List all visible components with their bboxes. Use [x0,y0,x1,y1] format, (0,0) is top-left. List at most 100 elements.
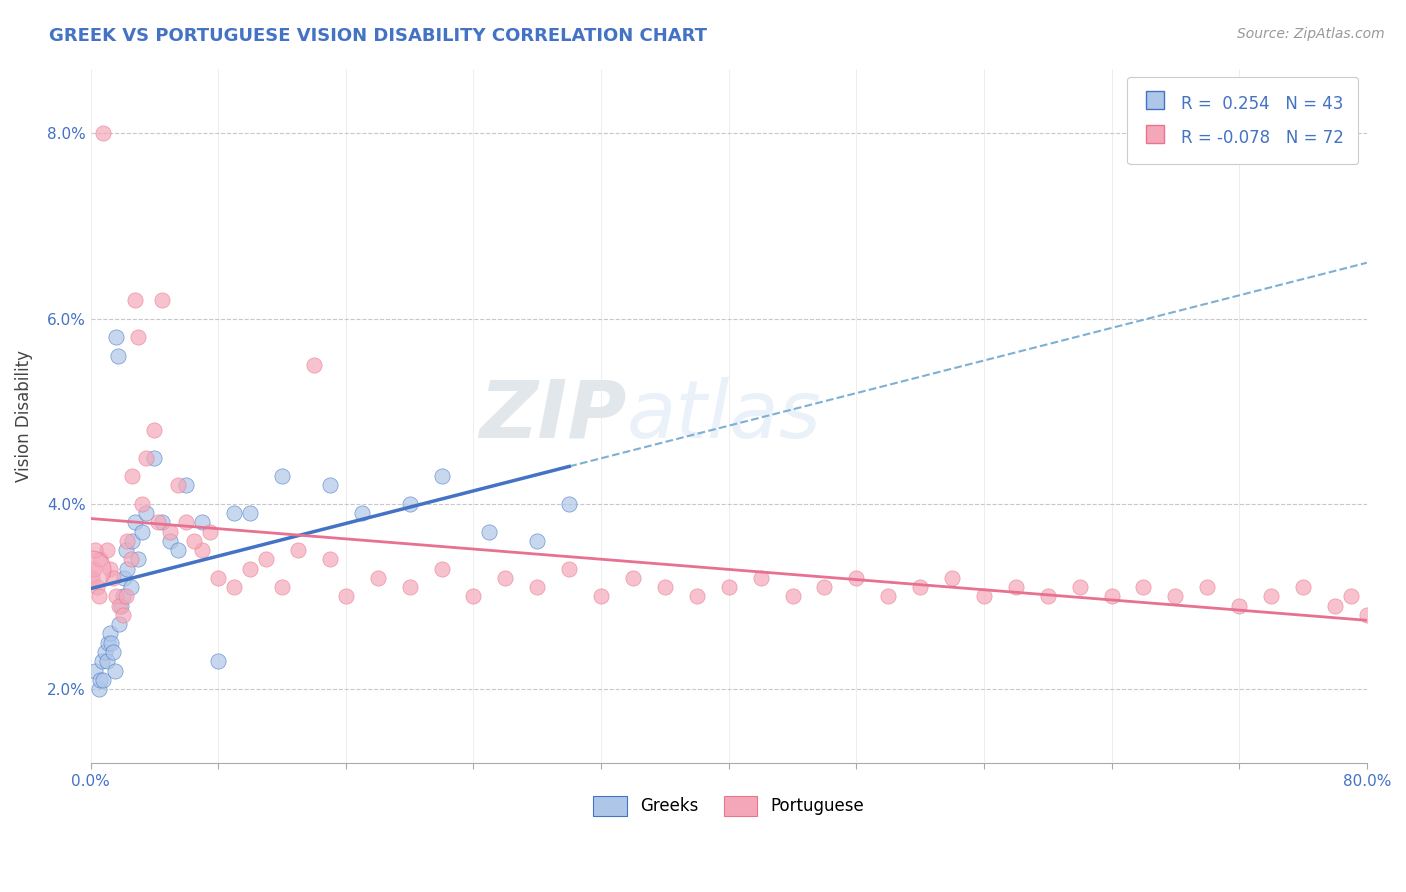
Point [114,543,136,558]
Point [135,506,157,520]
Point [127,552,149,566]
Point [398,497,420,511]
Point [96,543,118,558]
Point [287,543,309,558]
Point [167,478,190,492]
Point [93,126,115,140]
Point [96,654,118,668]
Point [131,524,153,539]
Point [1069,580,1091,594]
Text: atlas: atlas [627,376,821,455]
Text: Source: ZipAtlas.com: Source: ZipAtlas.com [1237,27,1385,41]
Point [143,450,166,465]
Point [183,533,205,548]
Point [813,580,835,594]
Point [398,580,420,594]
Point [87,590,110,604]
Point [108,599,131,613]
Point [152,293,174,307]
Point [239,561,262,575]
Point [1260,590,1282,604]
Point [103,664,125,678]
Point [367,571,389,585]
Point [152,516,174,530]
Point [526,580,548,594]
Text: GREEK VS PORTUGUESE VISION DISABILITY CORRELATION CHART: GREEK VS PORTUGUESE VISION DISABILITY CO… [49,27,707,45]
Point [101,645,124,659]
Point [135,450,157,465]
Point [319,552,342,566]
Point [105,330,128,344]
Point [89,552,111,566]
Point [302,358,325,372]
Point [159,524,181,539]
Point [117,533,139,548]
Point [111,590,134,604]
Point [1323,599,1346,613]
Point [110,599,132,613]
Point [350,506,373,520]
Text: ZIP: ZIP [479,376,627,455]
Point [973,590,995,604]
Point [86,580,108,594]
Point [1101,590,1123,604]
Point [271,580,294,594]
Point [335,590,357,604]
Point [82,571,104,585]
Point [143,423,166,437]
Point [83,561,105,575]
Point [239,506,262,520]
Point [127,330,149,344]
Point [94,645,117,659]
Point [558,497,581,511]
Point [478,524,501,539]
Point [207,654,229,668]
Point [319,478,342,492]
Legend: Greeks, Portuguese: Greeks, Portuguese [585,788,872,824]
Point [87,681,110,696]
Point [621,571,644,585]
Point [686,590,709,604]
Point [108,617,131,632]
Point [124,516,146,530]
Point [749,571,772,585]
Y-axis label: Vision Disability: Vision Disability [15,350,32,482]
Point [1197,580,1219,594]
Point [121,469,143,483]
Point [877,590,900,604]
Point [1005,580,1028,594]
Point [111,607,134,622]
Point [908,580,931,594]
Point [121,533,143,548]
Point [717,580,740,594]
Point [176,478,198,492]
Point [120,580,142,594]
Point [591,590,613,604]
Point [207,571,229,585]
Point [191,543,214,558]
Point [494,571,516,585]
Point [82,561,104,575]
Point [191,516,214,530]
Point [167,543,190,558]
Point [430,561,453,575]
Point [84,543,107,558]
Point [114,590,136,604]
Point [941,571,963,585]
Point [98,561,121,575]
Point [105,590,128,604]
Point [131,497,153,511]
Point [124,293,146,307]
Point [224,506,246,520]
Point [98,626,121,640]
Point [1227,599,1250,613]
Point [271,469,294,483]
Point [1292,580,1315,594]
Point [93,673,115,687]
Point [146,516,169,530]
Point [430,469,453,483]
Point [159,533,181,548]
Point [782,590,804,604]
Point [254,552,277,566]
Point [120,552,142,566]
